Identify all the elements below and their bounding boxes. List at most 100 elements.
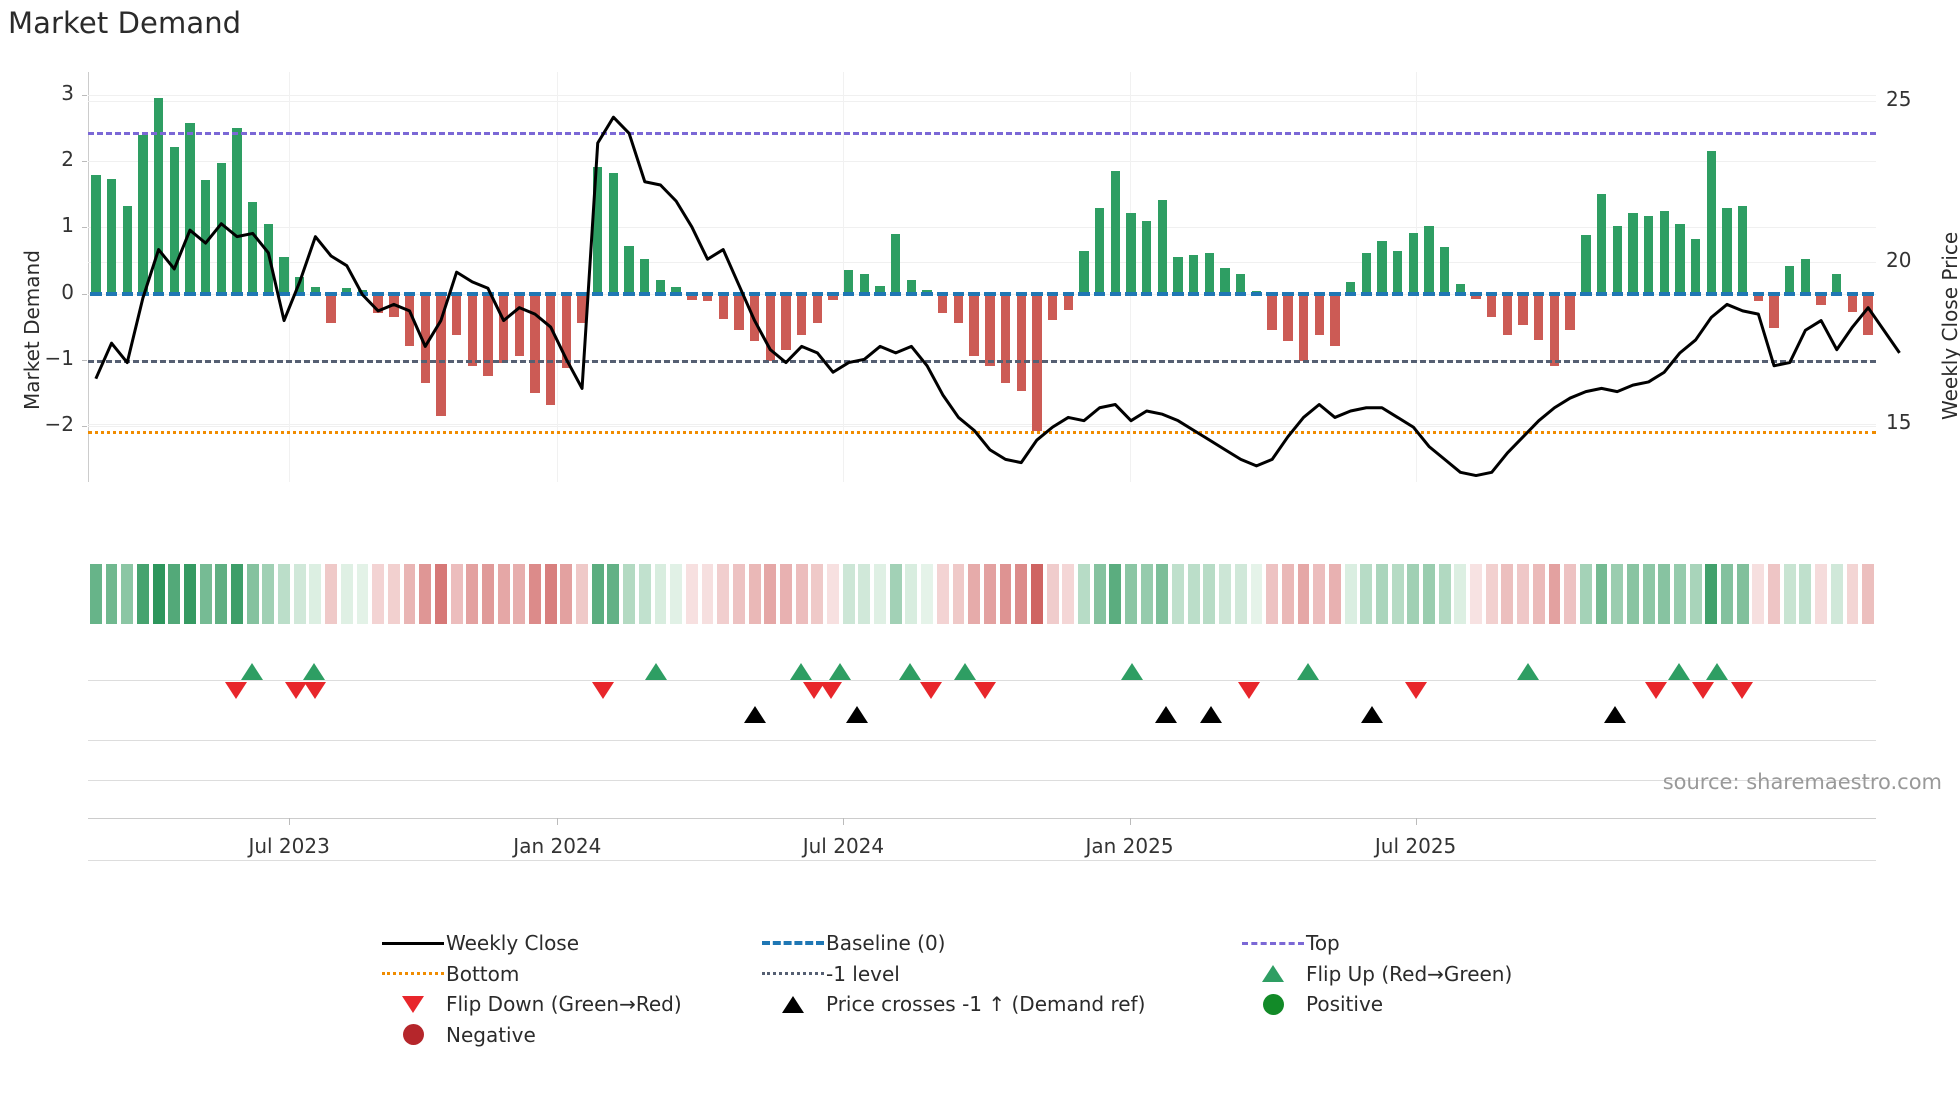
baseline-segment [372,291,384,296]
baseline-segment [717,291,729,296]
heat-strip-cell [1517,564,1530,624]
legend-item[interactable]: Weekly Close [380,928,760,958]
heat-strip-cell [89,564,102,624]
baseline-segment [1454,291,1467,296]
baseline-segment [1046,291,1059,296]
y-tick-left-mark [82,425,87,427]
heat-strip-cell [1109,564,1122,624]
signal-marker-panel [88,632,1876,861]
heat-strip-cell [1407,564,1420,624]
heat-strip-cell [403,564,416,624]
signal-row-line-extra-1 [88,860,1876,861]
demand-bar [1706,151,1717,294]
demand-bar [232,128,242,294]
legend-item[interactable]: -1 level [760,959,1240,989]
legend-item[interactable]: Flip Down (Green→Red) [380,989,760,1019]
flip-up-marker [241,663,264,680]
heat-strip-cell [1689,564,1702,624]
demand-bar [843,270,854,294]
legend-label: Positive [1306,992,1384,1017]
heat-strip-cell [717,564,730,624]
baseline-segment [1470,291,1482,296]
gridline-left-0 [88,95,1876,97]
heat-strip-cell [168,564,181,624]
heat-strip-cell [1015,564,1028,624]
demand-bar [734,293,744,330]
heat-strip-cell [560,564,573,624]
demand-bar [1157,199,1168,294]
legend-glyph [1242,941,1304,945]
legend-item[interactable]: Positive [1240,989,1690,1019]
legend-item[interactable]: Negative [380,1020,760,1050]
legend-item[interactable]: Price crosses -1 ↑ (Demand ref) [760,989,1240,1019]
heat-strip-cell [1297,564,1310,624]
gridline-left-3 [88,293,1876,295]
heat-strip-cell [121,564,134,624]
demand-bar [671,286,681,294]
legend-swatch-tri-up-icon [1240,962,1306,986]
baseline-segment [1831,291,1843,296]
baseline-segment [921,291,933,296]
legend-item[interactable]: Top [1240,928,1690,958]
demand-bar [828,293,838,301]
legend-label: Price crosses -1 ↑ (Demand ref) [826,992,1146,1017]
flip-down-marker [803,682,826,699]
heat-strip-cell [748,564,761,624]
baseline-segment [1533,291,1545,296]
demand-bar [1675,224,1685,294]
baseline-segment [1140,291,1153,296]
demand-bar [1690,239,1701,294]
baseline-segment [780,291,792,296]
demand-bar [1534,293,1544,340]
demand-bar [1173,257,1183,294]
demand-bar [985,293,995,367]
baseline-segment [1391,291,1404,296]
demand-bar [1000,293,1011,383]
heat-strip-cell [1454,564,1467,624]
flip-down-marker [820,682,843,699]
demand-bar [545,293,556,405]
demand-bar [1110,171,1121,294]
heat-strip-cell [1438,564,1451,624]
baseline-segment [105,291,118,296]
demand-bar [1126,212,1136,294]
demand-bar [781,293,791,350]
demand-bar [451,293,462,335]
heat-strip-cell [1548,564,1561,624]
heat-strip-cell [1077,564,1090,624]
heat-strip-cell [889,564,902,624]
baseline-segment [152,291,165,296]
baseline-segment [529,291,541,296]
heat-strip-cell [1626,564,1639,624]
legend-label: Flip Up (Red→Green) [1306,961,1513,986]
heat-strip-cell [309,564,322,624]
demand-bar [1236,273,1246,294]
demand-bar [467,293,477,367]
x-tick-mark [1415,818,1417,825]
baseline-segment [639,291,651,296]
demand-bar [702,293,713,302]
baseline-segment [419,291,431,296]
demand-bar [1392,250,1403,294]
heat-strip-cell [1815,564,1828,624]
heat-strip-cell [1093,564,1106,624]
legend-swatch-dash-blue-icon [760,931,826,955]
demand-bar [577,293,587,324]
demand-bar [1628,212,1638,294]
heat-strip-cell [936,564,949,624]
legend-item[interactable]: Bottom [380,959,760,989]
demand-bar [1439,247,1450,294]
baseline-segment [592,291,604,296]
baseline-segment [890,291,902,296]
price-cross-up-marker [846,706,869,723]
gridline-right-2 [88,423,1876,425]
legend-item[interactable]: Baseline (0) [760,928,1240,958]
demand-bar [436,293,446,416]
legend-item[interactable]: Flip Up (Red→Green) [1240,959,1690,989]
demand-bar [1502,293,1513,335]
baseline-segment [450,291,463,296]
baseline-segment [874,291,886,296]
y-tick-left-label: 0 [61,279,74,304]
baseline-segment [1423,291,1435,296]
